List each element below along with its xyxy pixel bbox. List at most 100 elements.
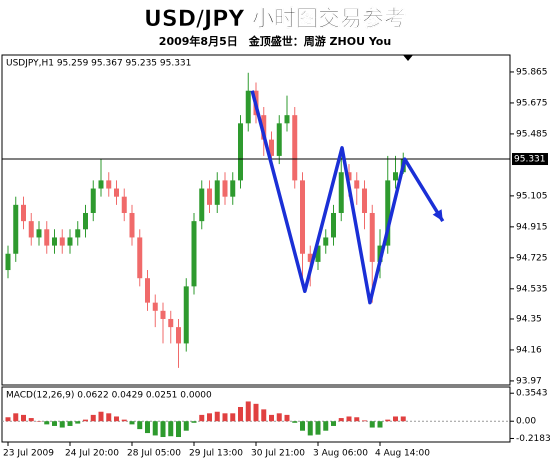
y-tick-label: 94.535 [516, 284, 548, 294]
macd-bar [176, 421, 181, 438]
macd-bar [323, 421, 329, 431]
macd-bar [292, 421, 298, 423]
macd-bar [331, 421, 336, 426]
candle-body [137, 237, 143, 279]
macd-bar [67, 421, 73, 426]
macd-bar [83, 419, 88, 422]
candle-body [323, 237, 329, 246]
candle-body [121, 196, 127, 213]
y-tick-label: 95.485 [516, 129, 548, 139]
macd-bar [152, 421, 158, 436]
x-tick-label: 24 Jul 20:00 [65, 449, 119, 459]
y-tick-label: 94.725 [516, 253, 548, 263]
candle-body [36, 229, 42, 238]
candle-body [362, 188, 367, 213]
macd-bar [137, 421, 143, 430]
candle-body [261, 115, 267, 140]
macd-bar [238, 406, 243, 422]
candle-body [331, 212, 336, 238]
y-tick-label: 95.675 [516, 98, 548, 108]
candle-body [238, 123, 243, 181]
candle-body [338, 172, 344, 213]
y-tick-label: 93.97 [516, 376, 542, 386]
macd-bar [121, 419, 127, 422]
current-price-label: 95.331 [514, 155, 546, 165]
candle-body [191, 221, 197, 287]
macd-bar [354, 417, 360, 422]
macd-bar [269, 414, 274, 422]
x-tick-label: 3 Aug 06:00 [313, 449, 368, 459]
price-header: USDJPY,H1 95.259 95.367 95.235 95.331 [6, 59, 191, 69]
macd-bar [315, 421, 321, 435]
macd-bar [307, 421, 313, 436]
macd-bar [284, 414, 290, 422]
candle-body [315, 245, 321, 262]
candle-body [168, 318, 174, 328]
macd-bar [362, 420, 367, 422]
macd-bar [385, 419, 391, 422]
macd-header: MACD(12,26,9) 0.0622 0.0429 0.0251 0.000… [6, 391, 212, 401]
y-tick-label: 0.00 [516, 417, 536, 427]
candle-body [13, 204, 19, 254]
macd-bar [214, 411, 220, 422]
macd-bar [106, 413, 112, 422]
y-tick-label: 94.35 [516, 314, 542, 324]
candle-body [67, 237, 73, 246]
x-tick-label: 4 Aug 14:00 [375, 449, 430, 459]
macd-bar [400, 416, 406, 422]
macd-bar [207, 413, 212, 422]
macd-bar [21, 414, 26, 422]
candle-body [269, 139, 274, 156]
candle-body [214, 180, 220, 205]
candle-body [52, 237, 57, 246]
macd-bar [59, 421, 65, 428]
macd-bar [369, 421, 375, 428]
candle-body [114, 188, 119, 197]
candle-body [106, 180, 112, 189]
y-tick-label: 94.915 [516, 222, 548, 232]
macd-bar [276, 413, 282, 422]
macd-bar [28, 418, 34, 422]
candle-body [222, 180, 228, 197]
macd-bar [377, 421, 383, 428]
candle-body [385, 180, 391, 246]
macd-bar [338, 418, 344, 422]
macd-bar [114, 416, 119, 422]
chart-title: USD/JPY 小时图交易参考 [144, 6, 406, 32]
macd-bar [183, 421, 189, 431]
candle-body [90, 188, 96, 213]
candle-body [59, 237, 65, 246]
macd-bar [145, 421, 150, 434]
macd-bar [230, 413, 236, 422]
candle-body [98, 180, 104, 189]
candle-body [369, 212, 375, 262]
y-tick-label: 95.105 [516, 191, 548, 201]
candle-body [207, 188, 212, 205]
current-price-box [512, 153, 548, 166]
y-tick-label: 0.3543 [516, 389, 548, 399]
candle-body [28, 221, 34, 238]
arrow-head [432, 209, 443, 222]
candle-body [292, 115, 298, 181]
candle-body [245, 90, 251, 124]
macd-bar [90, 414, 96, 422]
x-tick-label: 23 Jul 2009 [3, 449, 54, 459]
candle-body [377, 245, 383, 262]
candle-body [75, 229, 81, 238]
macd-bar [52, 421, 57, 426]
macd-bar [346, 416, 352, 422]
macd-bar [261, 409, 267, 422]
candle-body [300, 180, 305, 254]
macd-bar [44, 421, 50, 425]
macd-bar [75, 421, 81, 424]
candle-body [160, 310, 166, 319]
macd-bar [5, 417, 11, 422]
x-tick-label: 29 Jul 13:00 [189, 449, 243, 459]
candle-body [145, 278, 150, 303]
y-tick-label: 94.16 [516, 345, 542, 355]
candle-body [199, 188, 205, 222]
candle-body [393, 172, 398, 181]
chart-subtitle: 2009年8月5日 金顶盛世：周游 ZHOU You [159, 34, 391, 48]
